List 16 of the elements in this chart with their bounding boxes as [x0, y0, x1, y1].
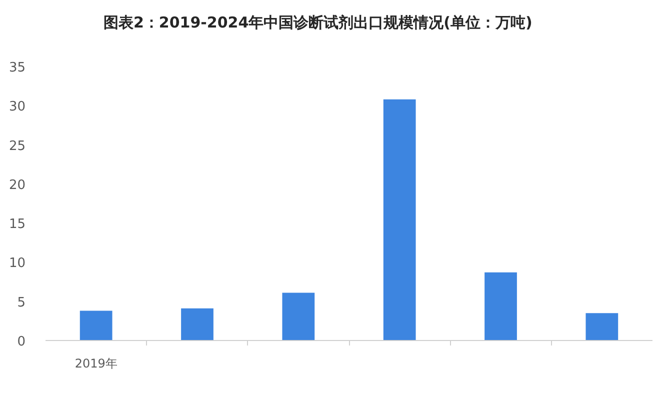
bar: [484, 272, 517, 340]
y-tick-label: 20: [8, 178, 26, 193]
y-tick-label: 35: [8, 60, 26, 76]
y-tick-label: 25: [8, 138, 26, 154]
x-tick-label: 2019年: [74, 356, 118, 370]
bar: [383, 99, 416, 340]
y-tick-label: 0: [17, 334, 26, 350]
y-tick-label: 10: [8, 256, 26, 272]
chart-title: 图表2：2019-2024年中国诊断试剂出口规模情况(单位：万吨): [104, 14, 532, 32]
y-tick-label: 15: [8, 217, 26, 232]
bar: [181, 308, 214, 340]
bar: [586, 313, 618, 340]
y-tick-label: 30: [8, 100, 26, 115]
y-tick-label: 5: [17, 295, 26, 310]
bar: [80, 310, 112, 340]
bar: [282, 292, 315, 340]
